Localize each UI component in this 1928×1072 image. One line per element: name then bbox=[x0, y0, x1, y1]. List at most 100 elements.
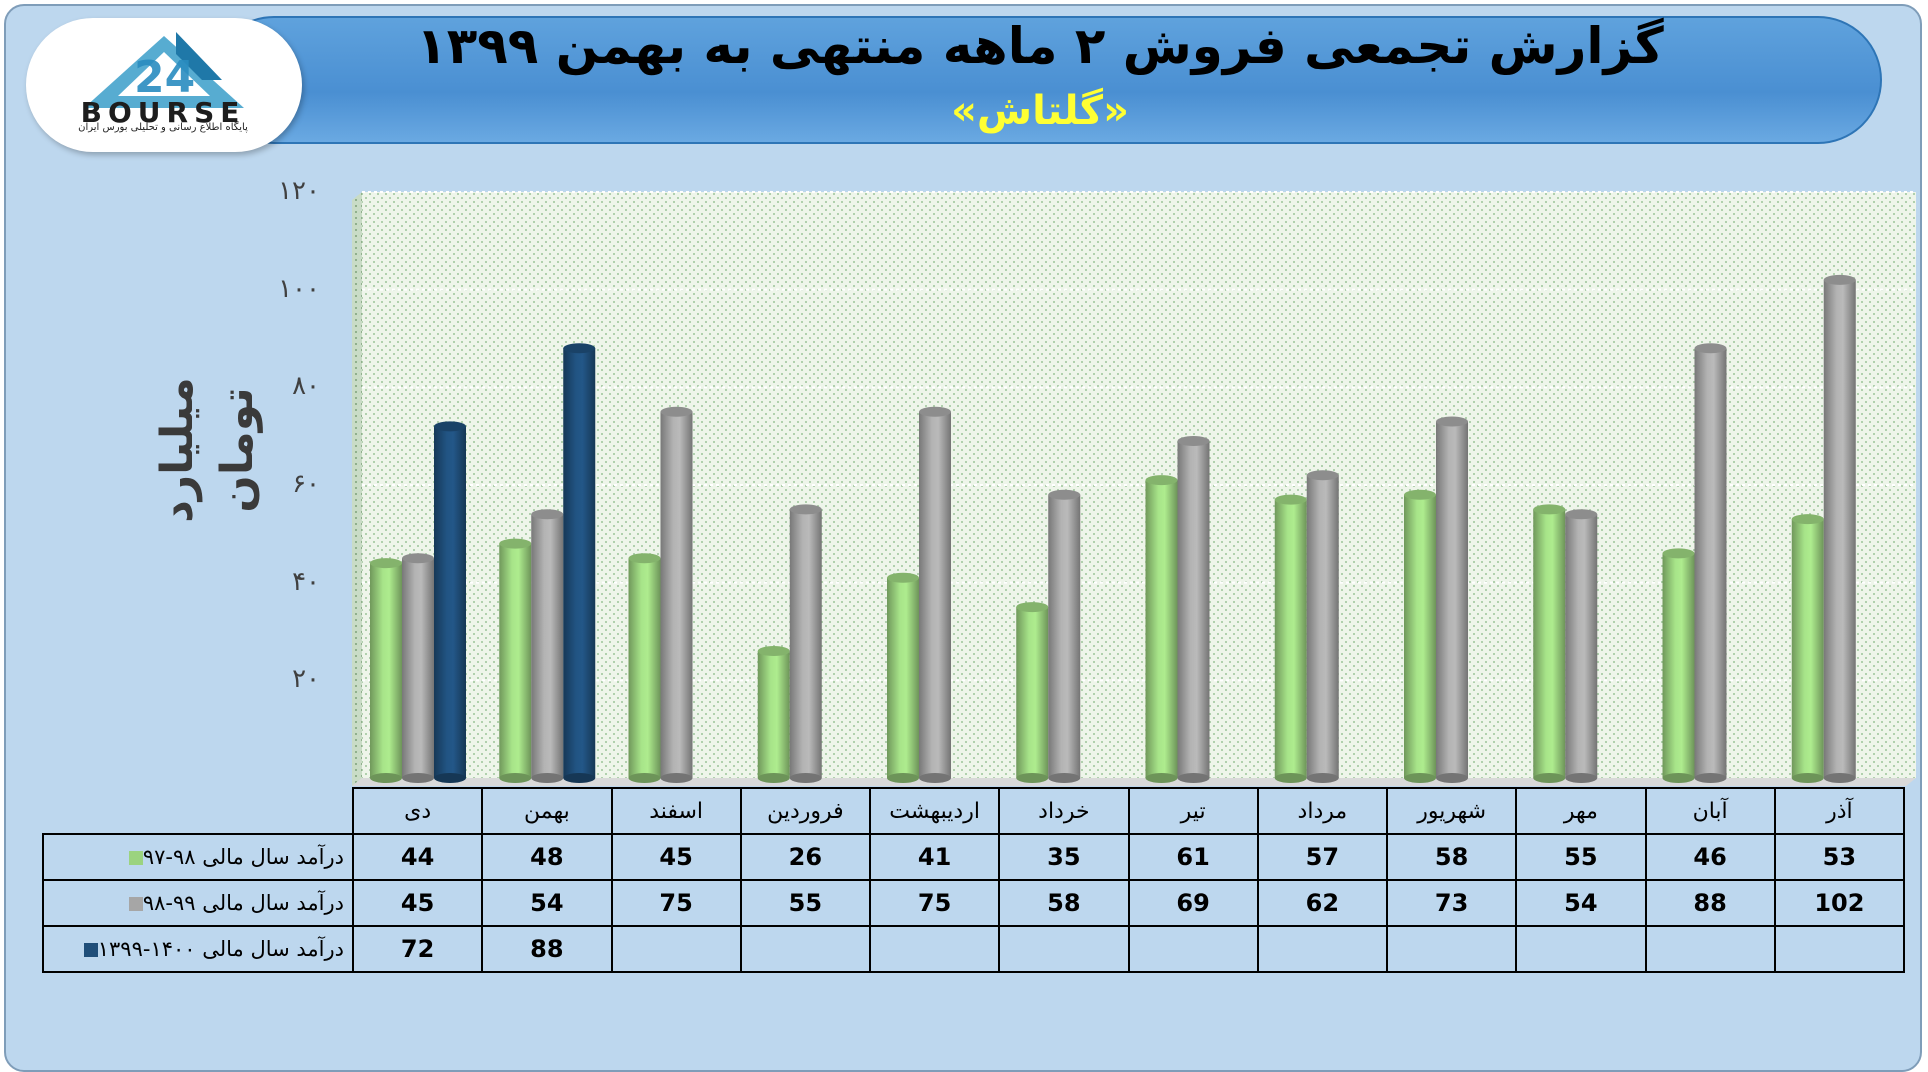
data-label bbox=[998, 925, 1130, 973]
bar-s1-8 bbox=[1404, 494, 1436, 778]
bar-s3-0 bbox=[434, 426, 466, 778]
bar-base-s1-10 bbox=[1662, 773, 1695, 783]
bar-cap-s1-0 bbox=[370, 558, 402, 569]
bar-base-s1-11 bbox=[1791, 773, 1824, 783]
data-label: 88 bbox=[1644, 879, 1776, 927]
bar-cap-s2-2 bbox=[660, 406, 693, 417]
bar-cap-s1-5 bbox=[1016, 602, 1049, 613]
data-label: 26 bbox=[739, 833, 872, 881]
data-label: 58 bbox=[998, 879, 1130, 927]
bar-s3-1 bbox=[563, 348, 596, 778]
x-tick-label: بهمن bbox=[481, 787, 613, 835]
bar-cap-s2-9 bbox=[1565, 509, 1598, 520]
bar-base-s1-2 bbox=[628, 773, 661, 783]
bar-s1-11 bbox=[1791, 519, 1824, 778]
data-label: 102 bbox=[1773, 879, 1906, 927]
y-tick-label: ۱۰۰ bbox=[278, 273, 320, 304]
bar-cap-s3-0 bbox=[434, 421, 466, 432]
data-label bbox=[1644, 925, 1776, 973]
data-label: 55 bbox=[1515, 833, 1647, 881]
data-table: دی بهمن اسفند فروردین اردیبهشت خرداد تیر مرداد ش… bbox=[42, 787, 1906, 973]
plot-floor bbox=[352, 778, 1916, 786]
bar-cap-s2-1 bbox=[531, 509, 564, 520]
bar-cap-s1-2 bbox=[628, 553, 661, 564]
bar-base-s2-11 bbox=[1823, 773, 1856, 783]
data-label: 55 bbox=[739, 879, 872, 927]
data-label bbox=[739, 925, 872, 973]
legend-label: درآمد سال مالی ۹۸-۹۷ bbox=[142, 845, 344, 869]
x-tick-label: اسفند bbox=[610, 787, 742, 835]
x-tick-label: آبان bbox=[1644, 787, 1776, 835]
bar-base-s1-5 bbox=[1016, 773, 1049, 783]
bar-base-s2-10 bbox=[1694, 773, 1727, 783]
data-label: 57 bbox=[1256, 833, 1389, 881]
bourse-logo: 24 bbox=[26, 18, 302, 152]
bar-base-s2-3 bbox=[789, 773, 822, 783]
bar-base-s1-3 bbox=[757, 773, 790, 783]
data-label: 35 bbox=[998, 833, 1130, 881]
bar-s1-6 bbox=[1145, 480, 1178, 778]
bar-cap-s1-8 bbox=[1404, 489, 1436, 500]
bar-base-s2-4 bbox=[919, 773, 951, 783]
data-label: 41 bbox=[868, 833, 1001, 881]
legend-entry: درآمد سال مالی ۹۹-۹۸ bbox=[42, 879, 354, 927]
y-tick-label: ۶۰ bbox=[292, 469, 320, 499]
bar-base-s3-1 bbox=[563, 773, 596, 783]
chart-title: گزارش تجمعی فروش ۲ ماهه منتهی به بهمن ۱۳… bbox=[416, 17, 1664, 75]
data-label: 45 bbox=[351, 879, 484, 927]
data-label bbox=[1773, 925, 1906, 973]
bar-s1-9 bbox=[1533, 509, 1566, 778]
bar-cap-s2-3 bbox=[789, 504, 822, 515]
data-label: 61 bbox=[1127, 833, 1259, 881]
bar-cap-s2-11 bbox=[1823, 274, 1856, 285]
y-tick-label: ۸۰ bbox=[292, 371, 320, 402]
title-banner bbox=[210, 16, 1882, 144]
x-tick-label: خرداد bbox=[998, 787, 1130, 835]
data-label: 73 bbox=[1385, 879, 1518, 927]
bar-s1-2 bbox=[628, 558, 661, 778]
bar-cap-s1-1 bbox=[499, 538, 532, 549]
bar-cap-s1-6 bbox=[1145, 475, 1178, 486]
data-label: 69 bbox=[1127, 879, 1259, 927]
table-row: درآمد سال مالی ۹۹-۹۸ 45 54 75 55 75 58 69 62 73 54… bbox=[42, 879, 1906, 927]
bar-s1-0 bbox=[370, 563, 402, 778]
data-label: 54 bbox=[1515, 879, 1647, 927]
bar-s1-5 bbox=[1016, 607, 1049, 778]
bar-s2-8 bbox=[1436, 421, 1468, 778]
chart-subtitle: «گلتاش» bbox=[951, 88, 1129, 134]
logo-subtext: پایگاه اطلاع رسانی و تحلیلی بورس ایران bbox=[78, 122, 248, 133]
bar-cap-s3-1 bbox=[563, 343, 596, 354]
x-tick-label: تیر bbox=[1127, 787, 1259, 835]
x-tick-label: مهر bbox=[1515, 787, 1647, 835]
bar-s1-10 bbox=[1662, 553, 1695, 778]
data-label: 53 bbox=[1773, 833, 1906, 881]
bar-cap-s1-10 bbox=[1662, 548, 1695, 559]
table-row: درآمد سال مالی ۱۴۰۰-۱۳۹۹ 72 88 bbox=[42, 925, 1906, 973]
bar-cap-s1-7 bbox=[1274, 494, 1307, 505]
data-label: 58 bbox=[1385, 833, 1518, 881]
table-row: درآمد سال مالی ۹۸-۹۷ 44 48 45 26 41 35 61 57 58 55… bbox=[42, 833, 1906, 881]
x-tick-label: اردیبهشت bbox=[868, 787, 1001, 835]
bar-s2-9 bbox=[1565, 514, 1598, 778]
bar-cap-s2-6 bbox=[1177, 436, 1210, 447]
bar-s2-7 bbox=[1306, 475, 1339, 778]
y-axis-label: میلیارد تومان bbox=[152, 377, 263, 523]
data-label bbox=[610, 925, 742, 973]
x-tick-label: آذر bbox=[1773, 787, 1906, 835]
bar-s1-1 bbox=[499, 543, 532, 778]
bar-cap-s1-3 bbox=[757, 646, 790, 657]
bar-cap-s1-4 bbox=[887, 572, 919, 583]
bar-base-s2-6 bbox=[1177, 773, 1210, 783]
bars-group bbox=[370, 274, 1856, 783]
bar-s2-5 bbox=[1048, 494, 1081, 778]
data-label: 48 bbox=[481, 833, 613, 881]
table-corner bbox=[43, 788, 354, 835]
legend-swatch bbox=[83, 943, 98, 957]
bar-s2-0 bbox=[402, 558, 434, 778]
bar-cap-s2-8 bbox=[1436, 416, 1468, 427]
gridlines bbox=[362, 191, 1916, 682]
bar-s2-10 bbox=[1694, 348, 1727, 778]
bar-cap-s1-9 bbox=[1533, 504, 1566, 515]
logo-text: BOURSE bbox=[80, 96, 246, 129]
bar-cap-s1-11 bbox=[1791, 514, 1824, 525]
